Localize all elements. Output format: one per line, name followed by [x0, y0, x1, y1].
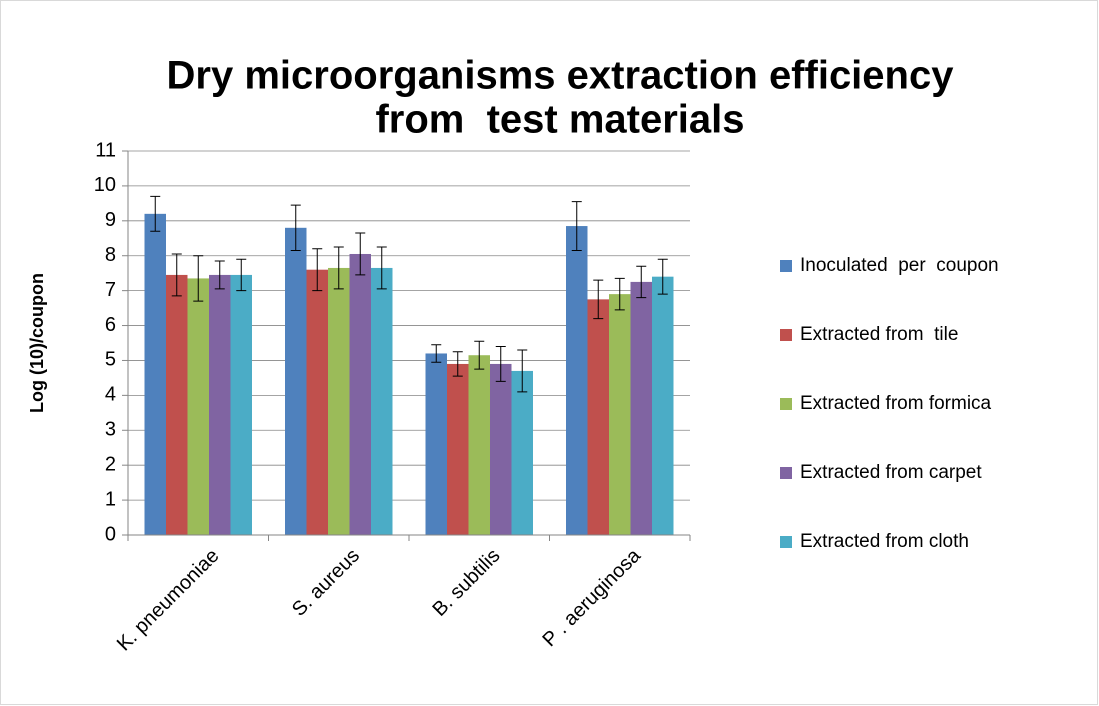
y-tick-label: 4 — [105, 384, 116, 406]
bar — [166, 274, 188, 535]
bar — [306, 269, 328, 535]
y-tick-label: 10 — [94, 174, 116, 196]
bar — [630, 281, 652, 535]
bar — [285, 227, 307, 536]
bar — [425, 353, 447, 535]
error-bar — [495, 345, 506, 382]
bar — [609, 294, 631, 535]
error-bar — [312, 248, 323, 292]
legend-swatch — [780, 398, 792, 410]
error-bar — [333, 246, 344, 290]
bar — [230, 274, 252, 535]
y-tick-label: 1 — [105, 488, 116, 510]
y-tick-label: 11 — [95, 139, 116, 161]
error-bar — [290, 204, 301, 251]
bar — [209, 274, 231, 535]
error-bar — [431, 344, 442, 363]
bar — [187, 278, 209, 535]
bar — [144, 213, 166, 535]
bar — [328, 267, 350, 535]
chart-title: Dry microorganisms extraction efficiency — [167, 54, 955, 98]
bar — [652, 276, 674, 535]
y-tick-label: 0 — [105, 523, 116, 545]
y-tick-label: 6 — [105, 314, 116, 336]
legend-swatch — [780, 329, 792, 341]
bar — [371, 267, 393, 535]
legend-swatch — [780, 536, 792, 548]
legend-label: Extracted from carpet — [800, 462, 982, 483]
bar — [349, 253, 371, 535]
error-bar — [150, 195, 161, 232]
legend-label: Extracted from cloth — [800, 531, 969, 552]
error-bar — [474, 340, 485, 370]
error-bar — [452, 351, 463, 377]
error-bar — [214, 260, 225, 290]
y-tick-label: 7 — [105, 279, 116, 301]
chart-title: from test materials — [375, 98, 744, 142]
bar — [468, 355, 490, 535]
y-tick-label: 2 — [105, 453, 116, 475]
bar — [447, 363, 469, 535]
error-bar — [636, 265, 647, 299]
legend-label: Extracted from tile — [800, 324, 958, 345]
legend-swatch — [780, 260, 792, 272]
error-bar — [571, 201, 582, 251]
legend-swatch — [780, 467, 792, 479]
y-tick-label: 8 — [105, 244, 116, 266]
error-bar — [657, 258, 668, 295]
bar — [490, 363, 512, 535]
error-bar — [171, 253, 182, 297]
error-bar — [193, 255, 204, 302]
legend-label: Inoculated per coupon — [800, 255, 999, 276]
y-axis-label: Log (10)/coupon — [27, 273, 47, 413]
error-bar — [614, 277, 625, 311]
y-tick-label: 3 — [105, 419, 116, 441]
bar — [587, 299, 609, 535]
legend-label: Extracted from formica — [800, 393, 992, 414]
error-bar — [236, 258, 247, 292]
y-tick-label: 9 — [105, 209, 116, 231]
y-tick-label: 5 — [105, 349, 116, 371]
bar — [511, 370, 533, 535]
error-bar — [355, 232, 366, 276]
bar — [566, 226, 588, 535]
error-bar — [376, 246, 387, 290]
error-bar — [593, 279, 604, 320]
error-bar — [517, 349, 528, 393]
